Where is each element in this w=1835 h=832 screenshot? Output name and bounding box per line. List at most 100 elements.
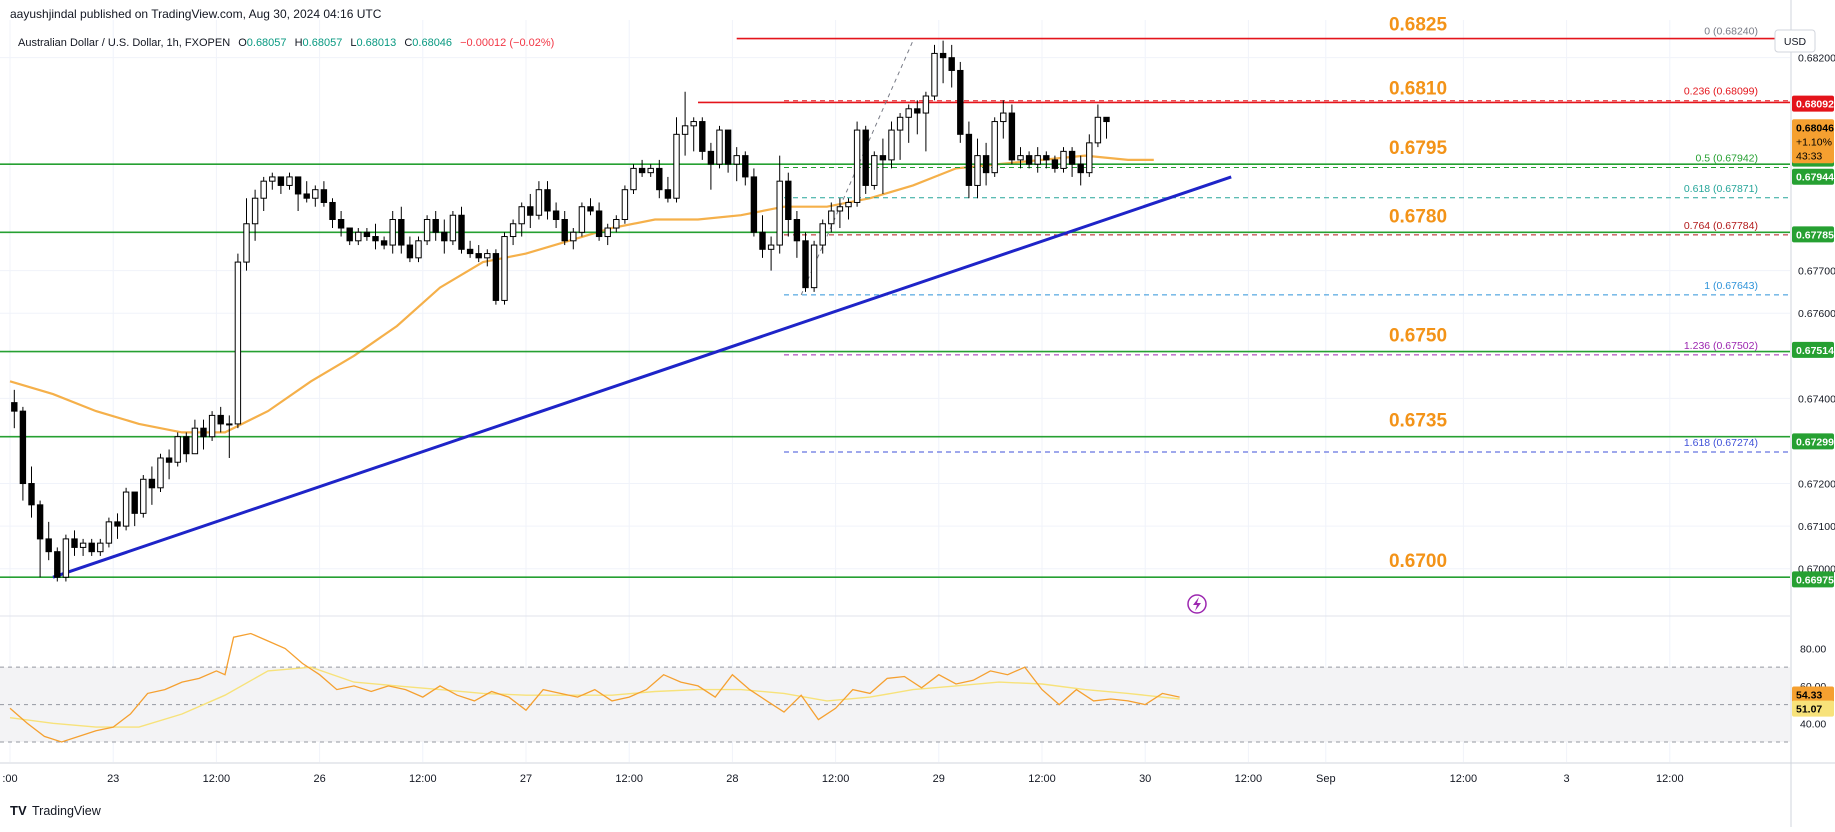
candle-body [372, 236, 379, 242]
candle-body [570, 231, 577, 242]
candle-body [71, 538, 78, 548]
price-axis-tag-text: 0.67514 [1796, 345, 1834, 357]
support-level-label: 0.6795 [1389, 138, 1448, 159]
candle-body [578, 206, 586, 233]
candle-body [914, 108, 921, 114]
candle-body [243, 223, 250, 263]
candle-body [862, 129, 869, 186]
candle-body [621, 189, 629, 221]
tradingview-logo-text: TradingView [32, 804, 102, 818]
candle-body [157, 457, 164, 489]
current-price-tag-text: 43:33 [1796, 150, 1822, 162]
x-tick-label: 12:00 [203, 773, 231, 785]
x-tick-label: 12:00 [409, 773, 437, 785]
candle-body [406, 244, 414, 259]
x-tick-label: Sep [1316, 773, 1336, 785]
price-axis-tag-text: 0.67299 [1796, 436, 1834, 448]
candle-body [1051, 159, 1059, 169]
price-axis-tag-text: 0.68092 [1796, 99, 1834, 111]
x-tick-label: 12:00 [1656, 773, 1684, 785]
candle-body [656, 167, 663, 191]
support-level-label: 0.6780 [1389, 206, 1447, 227]
candle-body [19, 410, 27, 485]
ohlc-low: 0.68013 [357, 37, 397, 49]
x-tick-label: 26 [313, 773, 325, 785]
rsi-value-tag-text: 51.07 [1796, 704, 1822, 716]
candle-body [767, 244, 775, 250]
candle-body [329, 201, 336, 221]
candle-body [707, 150, 715, 165]
candle-body [544, 189, 551, 212]
currency-button[interactable]: USD [1774, 29, 1816, 53]
candle-body [828, 210, 835, 225]
candle-body [819, 223, 826, 246]
y-tick-label: 0.67100 [1798, 521, 1835, 533]
candle-body [251, 197, 259, 225]
candle-body [277, 176, 285, 186]
candle-body [871, 155, 878, 186]
candle-body [647, 167, 654, 174]
price-axis-tag-bg [1792, 341, 1834, 358]
x-tick-label: 12:00 [822, 773, 850, 785]
event-lightning-icon[interactable] [1187, 594, 1207, 614]
candle-body [1017, 155, 1024, 161]
fib-level-label: 1.618 (0.67274) [1684, 437, 1758, 449]
candle-body [750, 176, 758, 233]
candle-body [1008, 112, 1016, 161]
x-tick-label: 12:00 [615, 773, 643, 785]
price-axis-tag-text: 0.66975 [1796, 574, 1834, 586]
ohlc-open: 0.68057 [247, 37, 287, 49]
current-price-tag-text: +1.10% [1796, 136, 1832, 148]
candle-body [664, 189, 672, 199]
candle-body [888, 129, 895, 161]
candle-body [1094, 116, 1102, 144]
candle-body [896, 116, 904, 131]
candle-body [527, 206, 534, 216]
candle-body [1103, 116, 1110, 123]
candle-body [724, 129, 732, 165]
support-level-label: 0.6700 [1389, 551, 1447, 572]
price-axis-tag-bg [1792, 95, 1834, 112]
tradingview-logo[interactable]: TV TradingView [10, 803, 102, 818]
price-axis-tag-text: 0.67944 [1796, 172, 1834, 184]
x-tick-label: :00 [2, 773, 17, 785]
rsi-value-tag-bg [1792, 686, 1834, 703]
candle-body [148, 478, 156, 489]
y-tick-label: 0.68200 [1798, 53, 1835, 65]
candle-body [638, 167, 646, 174]
ohlc-close-key: C [404, 37, 412, 49]
candle-body [879, 155, 887, 161]
candle-body [836, 206, 844, 212]
candle-body [217, 414, 224, 425]
ohlc-open-key: O [238, 37, 247, 49]
candle-body [449, 214, 457, 242]
candle-body [552, 210, 560, 221]
candle-body [36, 504, 44, 540]
x-tick-label: 30 [1139, 773, 1151, 785]
x-tick-label: 28 [726, 773, 738, 785]
candle-body [931, 52, 938, 97]
rsi-value-tag: 54.33 [1792, 686, 1834, 703]
x-tick-label: 12:00 [1450, 773, 1478, 785]
grid-lines [0, 20, 1790, 762]
candle-body [312, 189, 319, 199]
y-tick-label: 0.67200 [1798, 479, 1835, 491]
candle-body [501, 236, 508, 301]
price-axis-tag-bg [1792, 433, 1834, 450]
candle-body [458, 214, 465, 250]
candle-body [54, 551, 61, 578]
candle-body [699, 121, 706, 152]
rsi-value-tag-bg [1792, 700, 1834, 717]
candle-body [191, 427, 199, 455]
candle-body [957, 69, 964, 135]
candle-body [320, 189, 328, 203]
candle-body [509, 223, 517, 238]
candle-body [28, 483, 35, 506]
support-level-label: 0.6735 [1389, 411, 1448, 432]
ohlc-high-key: H [295, 37, 303, 49]
candle-body [389, 219, 396, 246]
fib-level-label: 0.236 (0.68099) [1684, 86, 1758, 98]
candle-body [475, 253, 482, 259]
candle-body [630, 167, 637, 191]
resistance-level-label: 0.6810 [1389, 78, 1447, 99]
